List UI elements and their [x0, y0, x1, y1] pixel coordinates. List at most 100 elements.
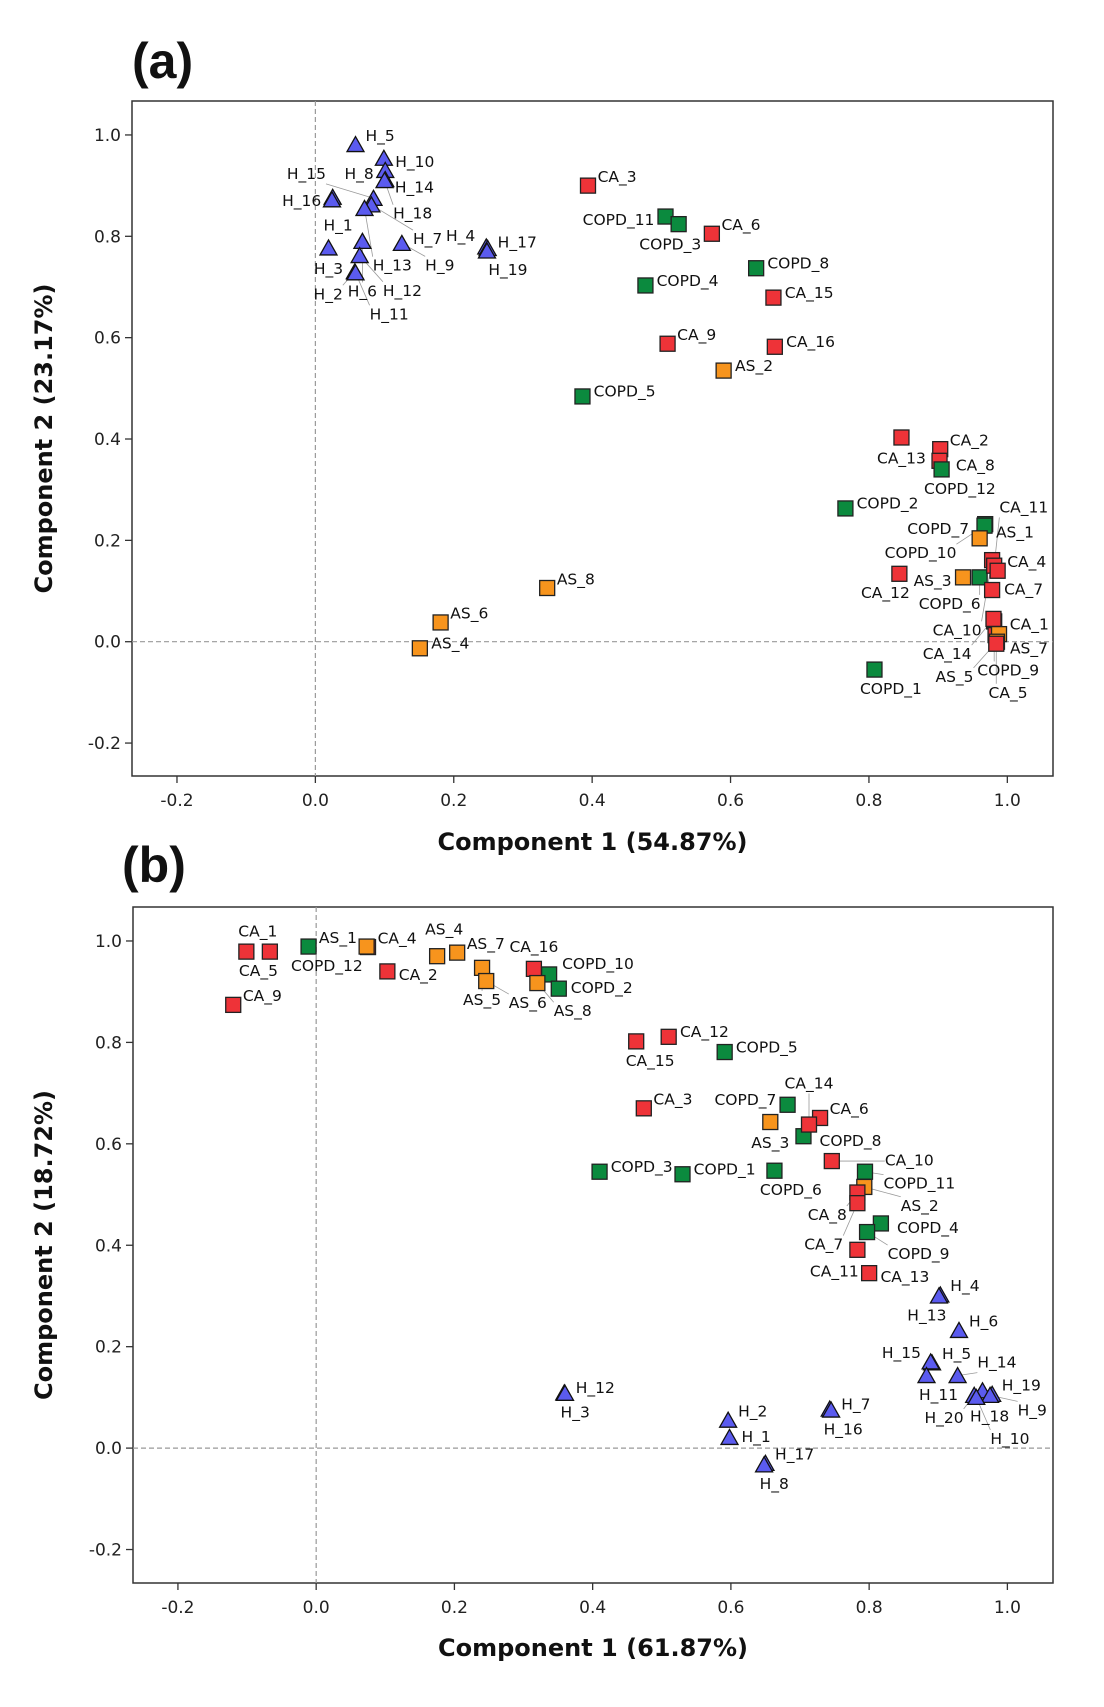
point-label: CA_15: [785, 284, 834, 303]
x-tick-label: 1.0: [994, 1598, 1021, 1618]
x-axis-title: Component 1 (54.87%): [437, 828, 747, 856]
point-label: AS_7: [1010, 639, 1048, 658]
x-axis-title: Component 1 (61.87%): [438, 1634, 748, 1662]
point-label: H_19: [1002, 1377, 1041, 1396]
point-marker-ca: [238, 943, 255, 960]
point-label: CA_5: [239, 962, 278, 981]
point-label: CA_2: [950, 431, 989, 450]
point-marker-ca: [635, 1100, 652, 1117]
point-label: H_7: [841, 1395, 870, 1414]
point-marker-h: [345, 263, 366, 281]
panel-b: (b) -0.2 0.0 0.2 0.4 0.6 0.8 1.0 -0.2 0.0 0.2 0.4 0.…: [30, 837, 1054, 1662]
point-marker-h: [318, 238, 339, 256]
point-marker-as: [428, 948, 446, 965]
point-marker-as: [971, 530, 988, 547]
point-marker-h: [477, 241, 497, 259]
y-tick-label: 1.0: [94, 126, 121, 146]
point-marker-ca: [579, 177, 597, 194]
point-marker-ca: [261, 943, 279, 960]
point-label: H_16: [282, 192, 321, 211]
point-marker-as: [954, 569, 972, 586]
x-tick-label: 0.2: [440, 791, 467, 811]
point-marker-h: [322, 190, 342, 208]
point-label: CA_7: [1004, 581, 1043, 600]
point-label: CA_12: [680, 1023, 729, 1042]
point-label: CA_4: [1007, 553, 1046, 572]
point-label: CA_13: [877, 449, 926, 468]
point-label: AS_7: [467, 935, 505, 954]
point-marker-h: [947, 1366, 968, 1384]
point-marker-h: [352, 232, 373, 250]
point-label: COPD_9: [977, 661, 1039, 680]
point-marker-copd: [971, 569, 988, 586]
point-label: CA_10: [885, 1152, 934, 1171]
point-label: COPD_10: [562, 955, 634, 974]
x-tick-label: 1.0: [994, 791, 1021, 811]
point-marker-ca: [379, 963, 396, 980]
point-label: COPD_7: [714, 1091, 776, 1110]
markers: [225, 938, 1002, 1473]
point-label: CA_6: [721, 216, 760, 235]
point-label: CA_9: [677, 326, 716, 345]
point-label: CA_12: [861, 584, 910, 603]
point-labels: H_5H_10 H_8 H_14 H_18 H_16H_1 H_15 H_7H_13 H_3 H…: [282, 127, 1049, 703]
point-label: CA_16: [786, 333, 835, 352]
point-marker-ca: [766, 338, 783, 355]
y-tick-label: 0.4: [94, 430, 121, 450]
y-tick-label: 0.6: [95, 1135, 122, 1155]
point-marker-h: [345, 135, 366, 153]
point-marker-copd: [858, 1223, 876, 1241]
y-tick-label: 0.2: [95, 1338, 122, 1358]
y-tick-label: 0.6: [94, 329, 121, 349]
point-marker-as: [529, 974, 546, 992]
point-label: AS_3: [914, 572, 952, 591]
point-marker-h: [718, 1410, 738, 1428]
point-marker-ca: [849, 1241, 866, 1258]
point-marker-copd: [856, 1163, 874, 1180]
point-label: AS_2: [901, 1197, 939, 1216]
point-label: H_11: [919, 1386, 958, 1405]
point-marker-h: [916, 1366, 937, 1384]
point-label: AS_5: [935, 668, 973, 687]
point-label: CA_1: [1010, 615, 1049, 634]
x-tick-label: 0.0: [303, 1598, 330, 1618]
point-label: CA_14: [785, 1075, 834, 1094]
x-tick-label: 0.8: [855, 791, 882, 811]
point-marker-copd: [674, 1166, 691, 1183]
point-label: H_2: [738, 1402, 767, 1421]
point-marker-copd: [779, 1096, 796, 1113]
point-label: COPD_3: [611, 1158, 673, 1177]
point-marker-ca: [765, 289, 782, 306]
x-tick-label: -0.2: [161, 1598, 194, 1618]
point-marker-copd: [766, 1162, 783, 1179]
point-label: H_8: [760, 1475, 789, 1494]
point-label: AS_4: [425, 921, 463, 940]
point-marker-ca: [983, 581, 1001, 599]
point-label: CA_3: [598, 168, 637, 187]
point-marker-ca: [525, 960, 543, 978]
point-label: AS_6: [450, 605, 488, 624]
y-tick-label: 0.0: [95, 1439, 122, 1459]
y-tick-label: -0.2: [89, 1541, 122, 1561]
point-marker-ca: [891, 565, 908, 582]
x-tick-label: 0.6: [717, 791, 744, 811]
point-marker-ca: [988, 635, 1005, 652]
point-marker-ca: [823, 1152, 840, 1170]
point-label: AS_5: [463, 991, 501, 1010]
point-label: COPD_12: [291, 957, 363, 976]
point-label: H_11: [370, 305, 409, 324]
point-label: CA_2: [399, 966, 438, 985]
point-label: H_6: [348, 282, 377, 301]
point-marker-ca: [893, 429, 910, 446]
x-tick-label: 0.0: [302, 791, 329, 811]
point-label: H_1: [324, 216, 353, 235]
point-label: COPD_10: [885, 544, 957, 563]
point-label: CA_11: [810, 1262, 859, 1281]
point-marker-h: [374, 148, 394, 166]
point-marker-copd: [670, 215, 687, 233]
point-marker-copd: [872, 1215, 890, 1232]
point-label: H_18: [393, 205, 432, 224]
point-marker-h: [949, 1321, 969, 1339]
point-label: H_5: [365, 127, 394, 146]
point-label: H_10: [395, 153, 434, 172]
